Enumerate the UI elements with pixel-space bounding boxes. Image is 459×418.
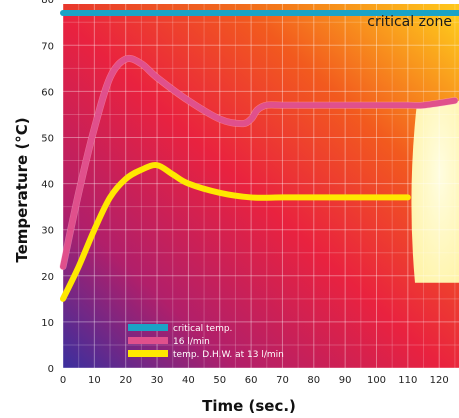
series-16-lmin <box>60 55 458 270</box>
y-ticks: 0 10 20 30 40 50 60 70 80 <box>41 0 54 375</box>
x-axis-label: Time (sec.) <box>202 397 296 415</box>
grid <box>62 4 459 369</box>
y-tick-label: 40 <box>41 180 54 191</box>
y-axis-label: Temperature (°C) <box>13 117 31 262</box>
x-tick-label: 10 <box>88 375 101 386</box>
y-tick-label: 70 <box>41 41 54 52</box>
x-tick-label: 60 <box>245 375 258 386</box>
x-tick-label: 90 <box>339 375 352 386</box>
y-tick-label: 30 <box>41 226 54 237</box>
y-tick-label: 80 <box>41 0 54 6</box>
y-tick-label: 50 <box>41 134 54 145</box>
x-tick-label: 40 <box>182 375 195 386</box>
legend-swatch <box>128 324 168 331</box>
legend-swatch <box>128 350 168 357</box>
pale-region <box>411 100 459 283</box>
x-tick-label: 80 <box>307 375 320 386</box>
plot-background <box>63 4 459 368</box>
series-layer <box>59 10 459 302</box>
x-tick-label: 100 <box>367 375 386 386</box>
x-tick-label: 120 <box>430 375 449 386</box>
legend-label: temp. D.H.W. at 13 l/min <box>173 350 284 360</box>
legend-label: 16 l/min <box>173 337 210 347</box>
x-tick-label: 0 <box>60 375 66 386</box>
legend-swatch <box>128 337 168 344</box>
y-tick-label: 10 <box>41 318 54 329</box>
critical-zone-band <box>63 4 459 14</box>
legend-label: critical temp. <box>173 324 232 334</box>
legend: critical temp. 16 l/min temp. D.H.W. at 13… <box>128 324 284 360</box>
x-tick-label: 70 <box>276 375 289 386</box>
x-tick-label: 50 <box>213 375 226 386</box>
series-dhw-13-lmin <box>60 162 411 302</box>
critical-zone-label: critical zone <box>367 14 452 30</box>
y-tick-label: 20 <box>41 272 54 283</box>
x-tick-label: 30 <box>151 375 164 386</box>
x-tick-label: 20 <box>119 375 132 386</box>
x-ticks: 0 10 20 30 40 50 60 70 80 90 100 110 120 <box>60 375 449 386</box>
x-tick-label: 110 <box>398 375 417 386</box>
y-tick-label: 0 <box>48 364 54 375</box>
y-tick-label: 60 <box>41 87 54 98</box>
